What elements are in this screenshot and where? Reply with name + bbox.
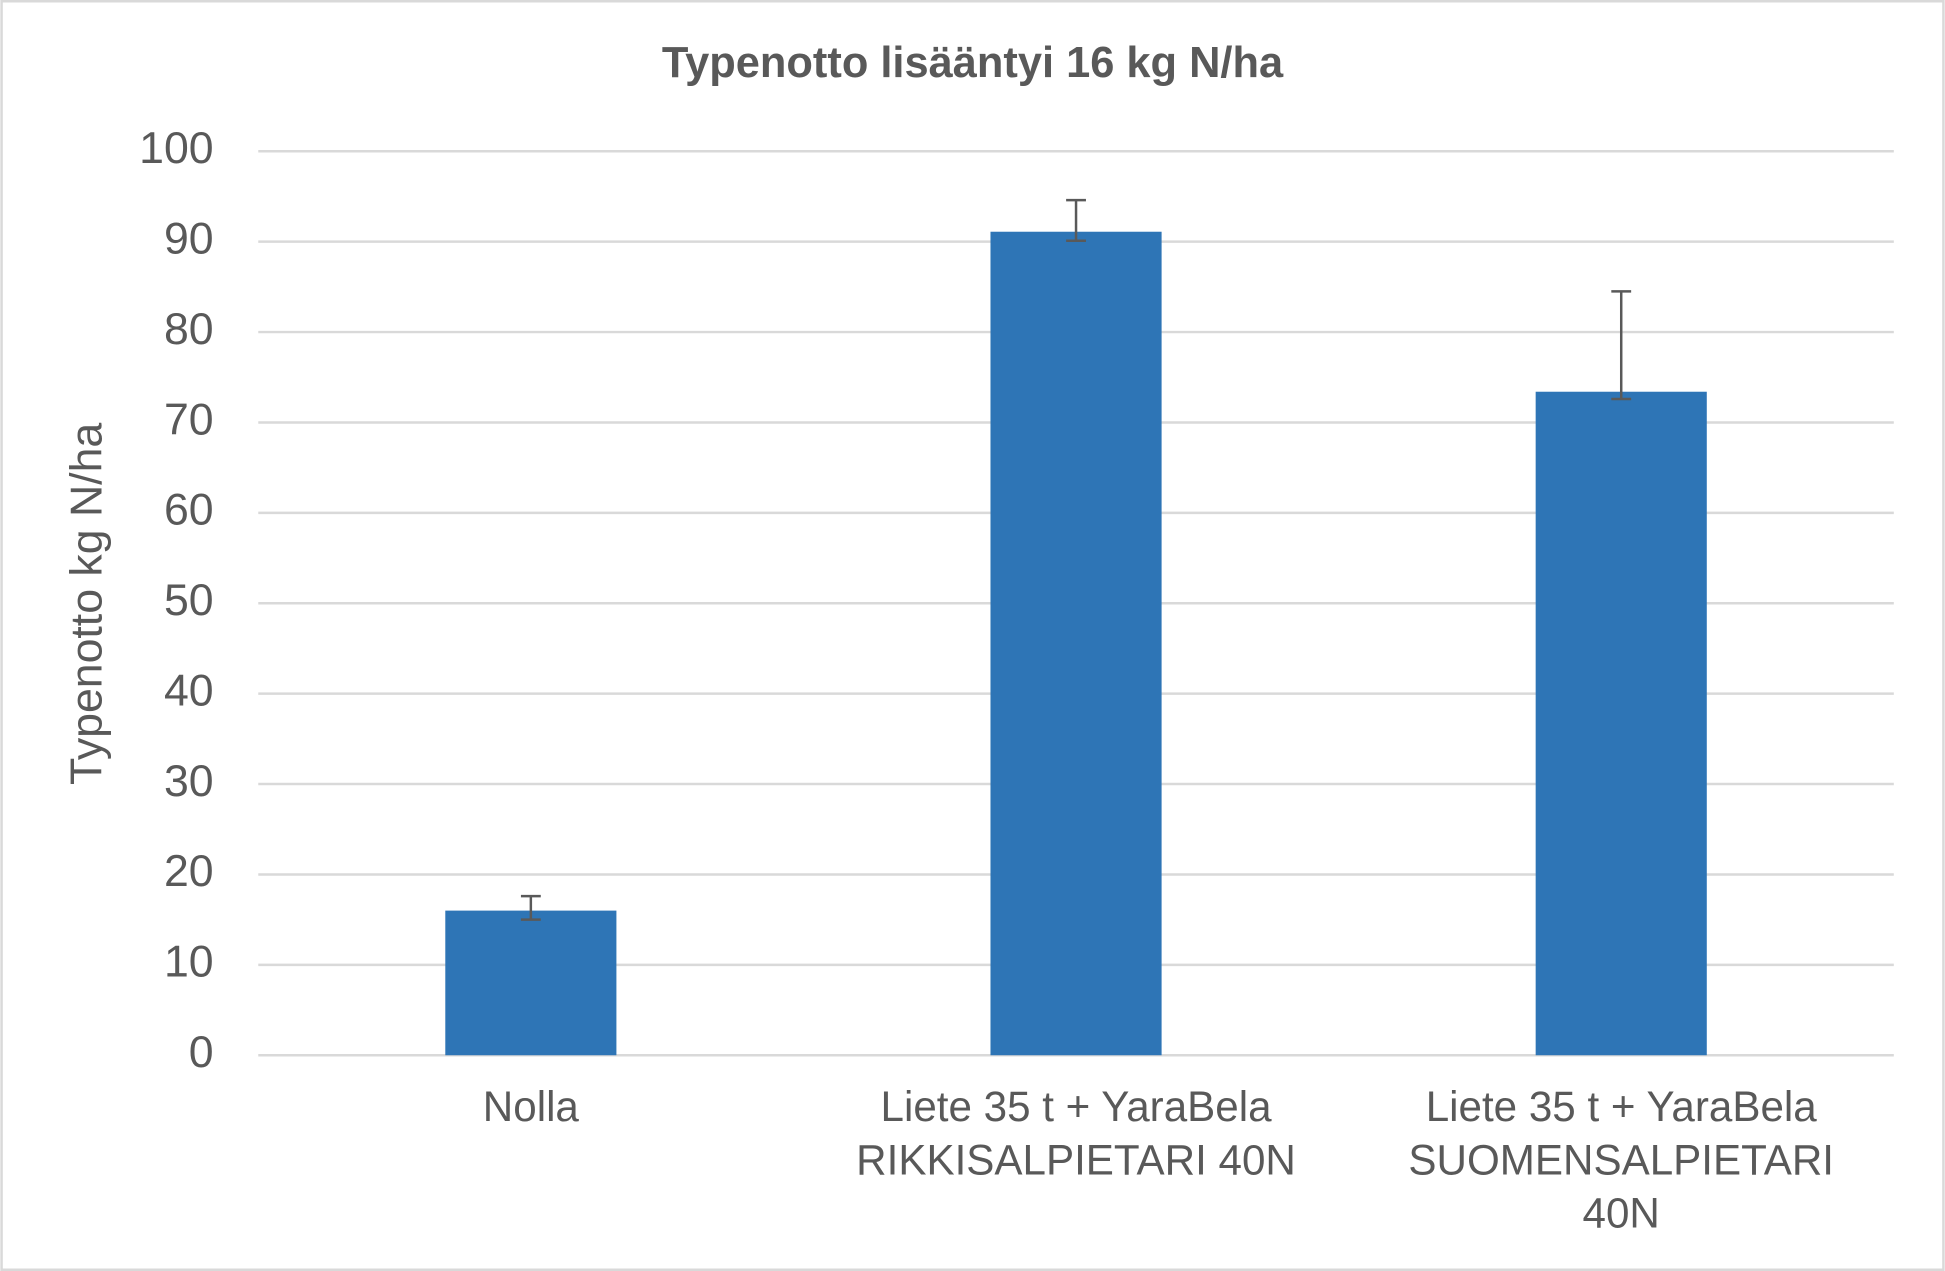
y-tick-label: 60: [164, 486, 214, 535]
x-tick-label: 40N: [1583, 1190, 1660, 1237]
x-tick-label: Liete 35 t + YaraBela: [881, 1083, 1273, 1130]
y-tick-label: 30: [164, 757, 214, 806]
chart-title: Typenotto lisääntyi 16 kg N/ha: [662, 39, 1284, 87]
y-tick-label: 10: [164, 938, 214, 987]
bar: [990, 231, 1162, 1056]
bar: [445, 910, 617, 1056]
y-tick-label: 70: [164, 395, 214, 444]
y-axis-label: Typenotto kg N/ha: [62, 423, 111, 785]
x-tick-label: RIKKISALPIETARI 40N: [856, 1136, 1296, 1183]
y-tick-label: 90: [164, 214, 214, 263]
y-tick-label: 80: [164, 305, 214, 354]
x-tick-label: Nolla: [483, 1083, 580, 1130]
y-tick-label: 100: [139, 124, 213, 173]
y-tick-label: 40: [164, 666, 214, 715]
error-bar: [1611, 290, 1632, 401]
x-tick-label: SUOMENSALPIETARI: [1408, 1136, 1834, 1183]
y-tick-label: 0: [189, 1028, 214, 1077]
bar: [1535, 391, 1707, 1056]
x-tick-label: Liete 35 t + YaraBela: [1426, 1083, 1818, 1130]
y-tick-label: 50: [164, 576, 214, 625]
error-bar: [520, 894, 541, 921]
y-tick-label: 20: [164, 847, 214, 896]
error-bar: [1066, 198, 1086, 243]
